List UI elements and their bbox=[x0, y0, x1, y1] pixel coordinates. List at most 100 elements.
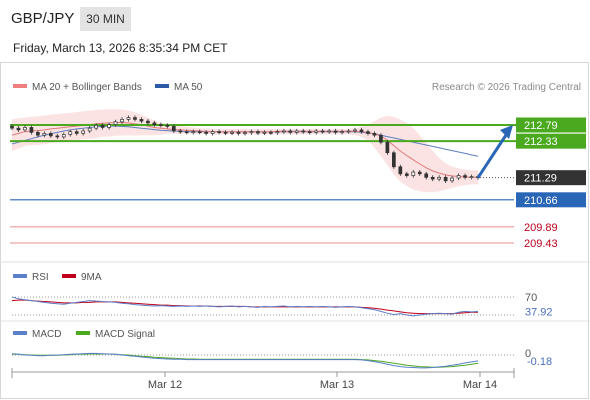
legend-swatch-9ma bbox=[62, 274, 76, 278]
candle-body bbox=[392, 152, 396, 168]
candle-body bbox=[269, 132, 273, 134]
candle-body bbox=[74, 131, 79, 134]
candle-body bbox=[94, 125, 98, 129]
legend-swatch-rsi bbox=[13, 274, 27, 278]
legend-swatch-macd-signal bbox=[76, 331, 90, 335]
legend-label-rsi: RSI bbox=[32, 272, 49, 283]
level-label-212.33: 212.33 bbox=[524, 136, 558, 148]
rsi-level-label-70: 70 bbox=[525, 292, 537, 304]
candle-body bbox=[288, 130, 293, 133]
candle-body bbox=[29, 127, 34, 133]
legend-swatch-ma50 bbox=[155, 84, 169, 88]
candle-body bbox=[417, 171, 422, 175]
candle-body bbox=[456, 175, 461, 179]
x-tick-label-mar-14: Mar 14 bbox=[463, 379, 497, 391]
legend-label-ma50: MA 50 bbox=[174, 82, 203, 93]
candle-body bbox=[301, 130, 306, 133]
watermark-text: Research © 2026 Trading Central bbox=[432, 82, 581, 93]
candle-body bbox=[152, 122, 157, 125]
legend-swatch-macd bbox=[13, 331, 27, 335]
candle-body bbox=[411, 171, 416, 176]
candle-body bbox=[333, 130, 338, 133]
candle-body bbox=[42, 133, 47, 136]
candle-body bbox=[430, 176, 435, 180]
candle-body bbox=[165, 125, 170, 127]
level-label-212.79: 212.79 bbox=[524, 120, 558, 132]
candle-body bbox=[294, 130, 299, 133]
candle-body bbox=[385, 141, 390, 154]
timeframe-button[interactable]: 30 MIN bbox=[80, 7, 131, 31]
projection-arrow-head bbox=[500, 125, 513, 139]
x-tick-label-mar-12: Mar 12 bbox=[148, 379, 182, 391]
candle-body bbox=[437, 176, 442, 180]
candle-body bbox=[113, 121, 118, 125]
candle-body bbox=[171, 126, 176, 132]
candle-body bbox=[398, 166, 403, 175]
candle-body bbox=[146, 120, 150, 124]
candle-body bbox=[307, 131, 312, 134]
macd-zero-label: 0 bbox=[525, 348, 531, 360]
level-label-209.89: 209.89 bbox=[524, 222, 558, 234]
macd-last-value: -0.18 bbox=[527, 356, 552, 368]
candle-body bbox=[404, 173, 409, 176]
candle-body bbox=[256, 131, 260, 134]
candle-body bbox=[314, 130, 319, 133]
candle-body bbox=[55, 135, 60, 138]
candle-body bbox=[133, 117, 137, 120]
bollinger-band-area bbox=[12, 109, 478, 193]
chart-header: GBP/JPY 30 MIN Friday, March 13, 2026 8:… bbox=[0, 0, 590, 70]
level-label-209.43: 209.43 bbox=[524, 238, 558, 250]
candle-body bbox=[204, 132, 209, 134]
level-tag-212.33 bbox=[516, 133, 586, 149]
candle-body bbox=[210, 131, 215, 134]
level-tag-211.29 bbox=[516, 170, 586, 186]
candle-body bbox=[353, 129, 357, 132]
level-label-210.66: 210.66 bbox=[524, 195, 558, 207]
candle-body bbox=[379, 134, 383, 143]
candle-body bbox=[372, 133, 377, 136]
candle-body bbox=[450, 177, 454, 182]
candle-body bbox=[275, 131, 280, 134]
candle-body bbox=[249, 131, 254, 134]
candle-body bbox=[126, 117, 131, 120]
legend-label-macd: MACD bbox=[32, 329, 61, 340]
candle-body bbox=[262, 132, 267, 134]
legend-label-9ma: 9MA bbox=[81, 272, 102, 283]
macd-signal-line bbox=[12, 353, 479, 368]
candle-body bbox=[68, 131, 73, 135]
candle-body bbox=[10, 126, 14, 129]
candle-body bbox=[320, 130, 325, 133]
candle-body bbox=[359, 129, 364, 133]
level-label-211.29: 211.29 bbox=[524, 173, 557, 185]
legend-swatch-ma20 bbox=[13, 84, 27, 88]
candle-body bbox=[230, 132, 234, 134]
candle-body bbox=[48, 133, 53, 137]
candle-body bbox=[61, 134, 66, 138]
candle-body bbox=[23, 127, 27, 131]
legend-label-ma20: MA 20 + Bollinger Bands bbox=[32, 82, 142, 93]
rsi-last-value: 37.92 bbox=[525, 306, 553, 318]
candle-body bbox=[100, 125, 105, 128]
symbol-title: GBP/JPY bbox=[11, 10, 75, 27]
candle-body bbox=[191, 131, 196, 134]
chart-datetime: Friday, March 13, 2026 8:35:34 PM CET bbox=[13, 41, 228, 55]
candle-body bbox=[463, 175, 467, 178]
candle-body bbox=[81, 130, 86, 134]
candle-body bbox=[340, 131, 344, 134]
legend-label-macd-signal: MACD Signal bbox=[95, 329, 155, 340]
candle-body bbox=[223, 132, 228, 134]
candle-body bbox=[178, 130, 183, 133]
candle-body bbox=[159, 124, 163, 126]
candle-body bbox=[327, 130, 331, 133]
candle-body bbox=[16, 127, 21, 131]
candle-body bbox=[87, 127, 92, 132]
candle-body bbox=[281, 130, 286, 133]
level-tag-212.79 bbox=[516, 117, 586, 133]
rsi-line bbox=[11, 296, 479, 317]
candle-body bbox=[139, 119, 144, 122]
candle-body bbox=[443, 176, 448, 182]
candle-body bbox=[184, 131, 189, 134]
candle-body bbox=[366, 131, 370, 134]
candle-body bbox=[469, 176, 474, 178]
